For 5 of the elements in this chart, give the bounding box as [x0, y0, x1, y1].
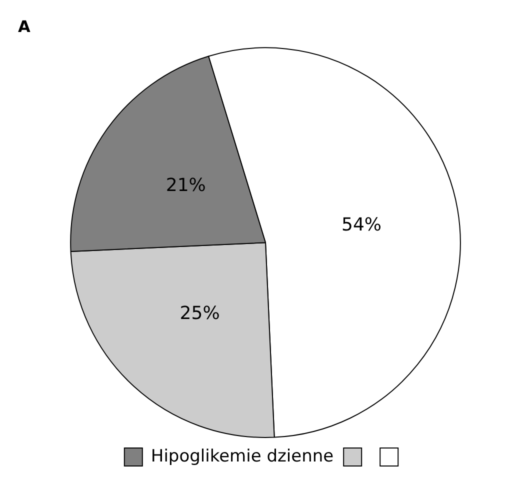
- data-label: 21%: [166, 175, 206, 196]
- legend-label: Hipoglikemie dzienne: [150, 446, 334, 466]
- data-label: 54%: [342, 214, 382, 236]
- data-label: 25%: [180, 303, 220, 324]
- chart-title: A: [18, 16, 31, 36]
